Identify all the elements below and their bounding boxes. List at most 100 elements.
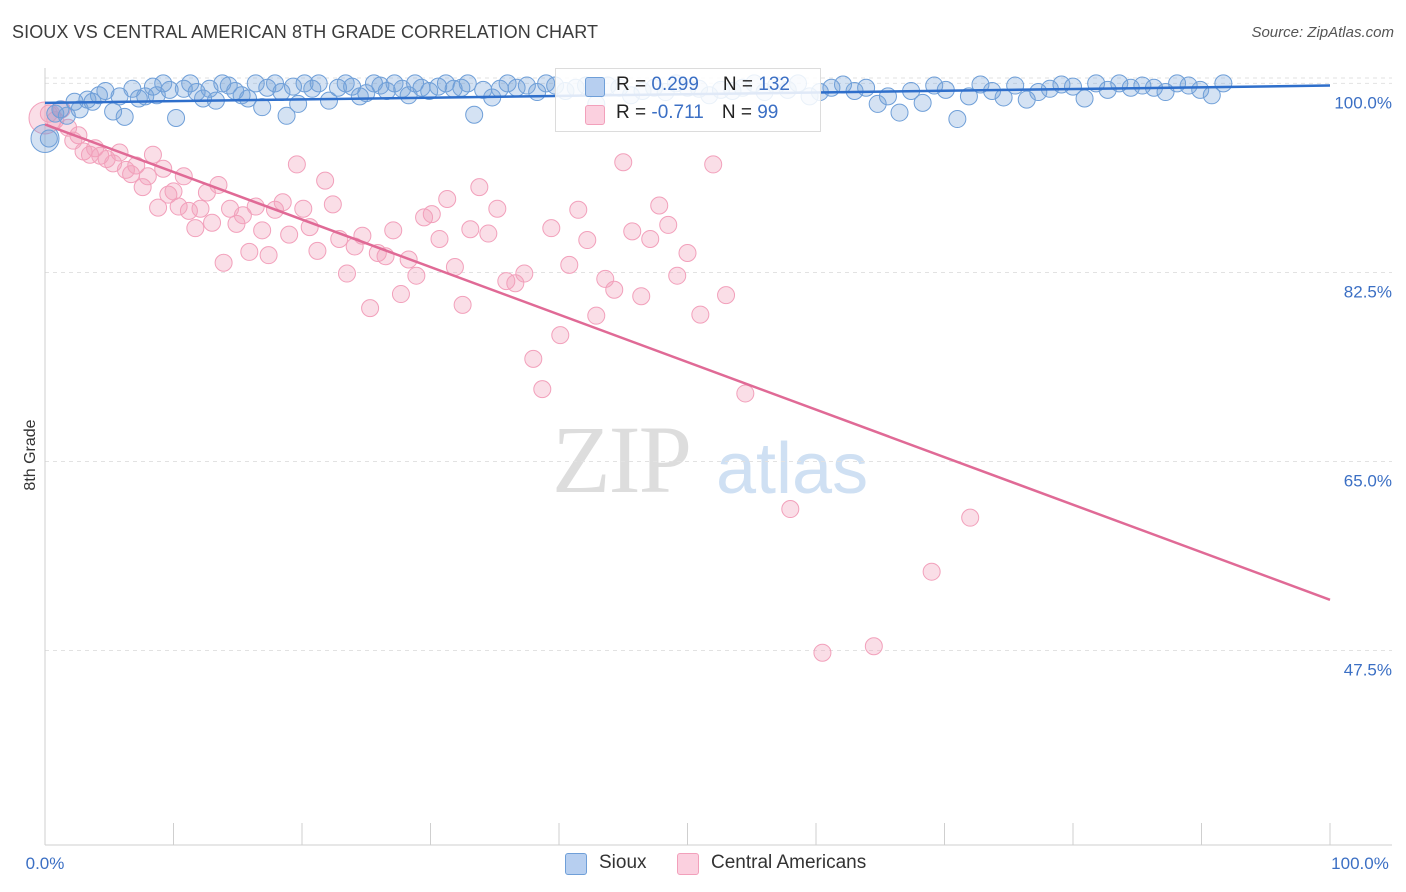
central-americans-point bbox=[430, 229, 449, 248]
central-americans-point bbox=[922, 562, 941, 581]
central-americans-point bbox=[717, 286, 736, 305]
legend-text-central: R = -0.711 N = 99 bbox=[616, 102, 778, 124]
central-americans-point bbox=[560, 255, 579, 274]
sioux-point bbox=[913, 93, 932, 112]
sioux-point bbox=[115, 107, 134, 126]
central-americans-point bbox=[506, 274, 525, 293]
central-americans-point bbox=[179, 201, 198, 220]
sioux-point bbox=[1179, 76, 1198, 95]
y-tick-label: 47.5% bbox=[1344, 661, 1392, 680]
sioux-point bbox=[868, 94, 887, 113]
central-americans-point bbox=[524, 349, 543, 368]
central-americans-point bbox=[438, 189, 457, 208]
legend: R = 0.299 N = 132 R = -0.711 N = 99 bbox=[555, 68, 821, 132]
sioux-point bbox=[246, 74, 265, 93]
central-americans-point bbox=[551, 326, 570, 345]
y-tick-label: 82.5% bbox=[1344, 282, 1392, 301]
sioux-point bbox=[289, 94, 308, 113]
central-americans-point bbox=[316, 171, 335, 190]
central-americans-point bbox=[461, 220, 480, 239]
central-americans-point bbox=[164, 182, 183, 201]
source-label: Source: ZipAtlas.com bbox=[1251, 24, 1394, 41]
central-americans-point bbox=[470, 178, 489, 197]
central-americans-point bbox=[623, 222, 642, 241]
legend-r-value-central: -0.711 bbox=[651, 102, 704, 123]
sioux-point bbox=[948, 110, 967, 129]
central-americans-point bbox=[287, 155, 306, 174]
sioux-point bbox=[96, 81, 115, 100]
sioux-point bbox=[167, 108, 186, 127]
sioux-point bbox=[1191, 80, 1210, 99]
central-americans-point bbox=[191, 199, 210, 218]
central-americans-point bbox=[813, 643, 832, 662]
sioux-point bbox=[309, 74, 328, 93]
sioux-point bbox=[959, 87, 978, 106]
central-americans-point bbox=[632, 287, 651, 306]
central-americans-point bbox=[515, 264, 534, 283]
sioux-point bbox=[1075, 89, 1094, 108]
legend-n-label: N = bbox=[721, 102, 758, 123]
legend-r-value-sioux: 0.299 bbox=[651, 74, 699, 95]
central-americans-point bbox=[407, 266, 426, 285]
bottom-legend-label-sioux: Sioux bbox=[599, 852, 647, 873]
sioux-point bbox=[51, 100, 70, 119]
central-americans-point bbox=[259, 246, 278, 265]
sioux-point bbox=[890, 103, 909, 122]
legend-n-label: N = bbox=[722, 74, 759, 95]
central-americans-point bbox=[422, 205, 441, 224]
sioux-point bbox=[537, 74, 556, 93]
sioux-point bbox=[420, 81, 439, 100]
axes bbox=[44, 68, 1392, 846]
central-americans-point bbox=[308, 241, 327, 260]
central-americans-point bbox=[864, 637, 883, 656]
central-americans-point bbox=[587, 306, 606, 325]
central-americans-point bbox=[294, 199, 313, 218]
bottom-legend-label-central: Central Americans bbox=[711, 852, 867, 873]
legend-r-label: R = bbox=[616, 74, 652, 95]
sioux-point bbox=[971, 75, 990, 94]
central-americans-point bbox=[133, 178, 152, 197]
central-americans-point bbox=[138, 167, 157, 186]
sioux-point bbox=[1029, 83, 1048, 102]
central-americans-points bbox=[28, 100, 980, 662]
sioux-point bbox=[277, 106, 296, 125]
central-americans-point bbox=[691, 305, 710, 324]
x-tick-label: 0.0% bbox=[26, 854, 65, 873]
sioux-point bbox=[154, 74, 173, 93]
bottom-legend-swatch-central bbox=[677, 853, 699, 875]
central-americans-point bbox=[641, 229, 660, 248]
central-americans-trend-line bbox=[44, 123, 1331, 601]
central-americans-point bbox=[391, 285, 410, 304]
central-americans-point bbox=[186, 219, 205, 238]
central-americans-point bbox=[479, 224, 498, 243]
sioux-point bbox=[239, 89, 258, 108]
central-americans-point bbox=[569, 200, 588, 219]
sioux-point bbox=[1133, 76, 1152, 95]
sioux-point bbox=[857, 78, 876, 97]
central-americans-point bbox=[273, 193, 292, 212]
central-americans-point bbox=[203, 213, 222, 232]
sioux-point bbox=[253, 98, 272, 117]
central-americans-point bbox=[605, 280, 624, 299]
axis-labels: 100.0% 82.5% 65.0% 47.5% 0.0% 100.0% 8th Grade bbox=[22, 93, 1392, 873]
central-americans-point bbox=[668, 266, 687, 285]
legend-n-value-central: 99 bbox=[757, 102, 779, 123]
y-tick-label: 100.0% bbox=[1334, 93, 1392, 112]
central-americans-point bbox=[253, 221, 272, 240]
bottom-legend-swatch-sioux bbox=[565, 853, 587, 875]
sioux-point bbox=[517, 76, 536, 95]
central-americans-point bbox=[542, 219, 561, 238]
central-americans-point bbox=[361, 299, 380, 318]
watermark-atlas: atlas bbox=[716, 429, 869, 509]
central-americans-point bbox=[650, 196, 669, 215]
central-americans-point bbox=[384, 221, 403, 240]
central-americans-point bbox=[323, 195, 342, 214]
central-americans-point bbox=[659, 215, 678, 234]
y-axis-title: 8th Grade bbox=[22, 419, 39, 490]
sioux-point bbox=[465, 105, 484, 124]
trend-lines bbox=[44, 84, 1331, 601]
legend-swatch-central bbox=[585, 105, 605, 125]
central-americans-point bbox=[781, 500, 800, 519]
y-tick-label: 65.0% bbox=[1344, 472, 1392, 491]
watermark-zip: ZIP bbox=[552, 406, 692, 513]
